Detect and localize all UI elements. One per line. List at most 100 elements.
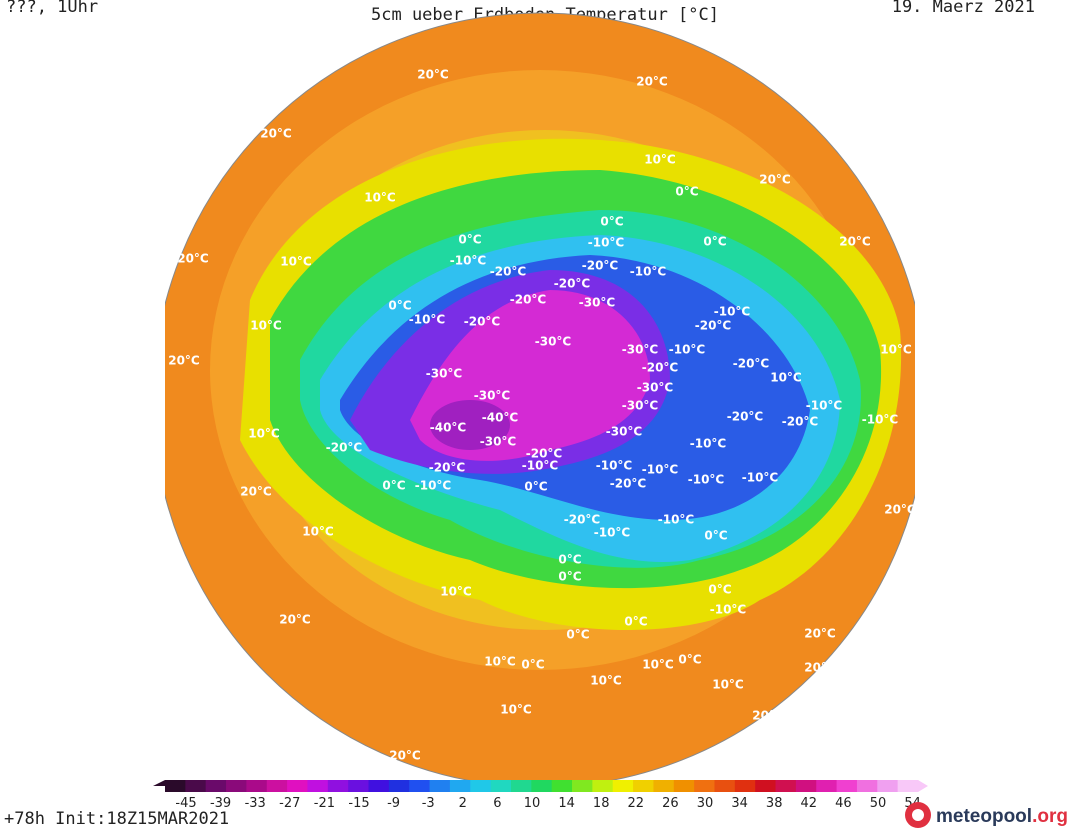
contour-label: 10°C [644,153,676,167]
contour-label: 20°C [389,749,421,763]
contour-label: -30°C [579,296,616,310]
contour-label: 20°C [240,485,272,499]
contour-label: 20°C [168,354,200,368]
colorbar-label: 34 [731,796,748,811]
colorbar-label: 18 [593,796,610,811]
colorbar-swatch [897,780,919,792]
colorbar-swatch [531,780,553,792]
contour-label: -30°C [535,335,572,349]
contour-label: -20°C [733,357,770,371]
colorbar-swatch [734,780,756,792]
logo: meteopool.org [936,806,1068,827]
contour-label: -10°C [642,463,679,477]
colorbar-swatch [368,780,390,792]
contour-label: 20°C [636,75,668,89]
colorbar-swatch [307,780,329,792]
contour-label: 0°C [703,235,726,249]
colorbar-label: -15 [348,796,369,811]
colorbar-swatch [775,780,797,792]
contour-label: -20°C [782,415,819,429]
colorbar-swatch [409,780,431,792]
colorbar-swatch [226,780,247,792]
contour-label: 10°C [642,658,674,672]
colorbar-swatch [449,780,471,792]
colorbar-swatch [429,780,451,792]
contour-label: -20°C [490,265,527,279]
contour-label: 10°C [880,343,912,357]
colorbar-swatch [694,780,715,792]
colorbar-label: -33 [245,796,266,811]
contour-label: 10°C [364,191,396,205]
contour-label: -20°C [526,447,563,461]
colorbar-swatch [755,780,777,792]
colorbar-swatch [592,780,614,792]
colorbar-swatch [816,780,838,792]
contour-label: -10°C [409,313,446,327]
contour-label: -10°C [690,437,727,451]
contour-label: 20°C [759,173,791,187]
colorbar-label: 2 [459,796,467,811]
colorbar-label: 30 [697,796,714,811]
colorbar-swatch [673,780,695,792]
contour-label: -10°C [658,513,695,527]
colorbar-label: 10 [524,796,541,811]
colorbar-label: 22 [628,796,645,811]
colorbar-label: 50 [870,796,887,811]
colorbar-label: 14 [558,796,575,811]
contour-label: 0°C [600,215,623,229]
colorbar-label: 38 [766,796,783,811]
contour-label: -10°C [806,399,843,413]
logo-tld: .org [1032,806,1068,827]
contour-label: 10°C [484,655,516,669]
contour-label: -10°C [862,413,899,427]
contour-label: -10°C [588,236,625,250]
colorbar-label: -27 [279,796,300,811]
contour-label: 0°C [558,570,581,584]
colorbar-label: -3 [422,796,435,811]
colorbar-swatch [653,780,675,792]
contour-label: -20°C [326,441,363,455]
contour-label: 0°C [388,299,411,313]
header-left: ???, 1Uhr [6,0,98,17]
contour-label: -10°C [415,479,452,493]
contour-label: 20°C [260,127,292,141]
contour-label: 0°C [558,553,581,567]
contour-label: 10°C [248,427,280,441]
contour-label: -20°C [642,361,679,375]
contour-label: -10°C [742,471,779,485]
contour-label: 0°C [704,529,727,543]
contour-label: 0°C [521,658,544,672]
contour-label: -30°C [480,435,517,449]
colorbar-arrow-left [153,780,165,786]
contour-label: -20°C [610,477,647,491]
contour-label: 20°C [279,613,311,627]
colorbar-label: -39 [210,796,231,811]
map: 20°C 20°C20°C10°C0°C10°C20°C0°C-10°C0°C 0°… [165,12,915,788]
colorbar-swatch [470,780,492,792]
contour-label: -10°C [669,343,706,357]
contour-label: -20°C [564,513,601,527]
contour-label: 20°C [804,627,836,641]
contour-label: -40°C [482,411,519,425]
contour-label: -30°C [606,425,643,439]
colorbar-label: 46 [835,796,852,811]
colorbar-swatch [612,780,634,792]
colorbar-label: 42 [801,796,818,811]
contour-label: -20°C [429,461,466,475]
contour-label: 0°C [624,615,647,629]
colorbar-swatch [551,780,573,792]
contour-label: 0°C [524,480,547,494]
contour-label: 10°C [590,674,622,688]
contour-label: -20°C [727,410,764,424]
colorbar-label: -9 [387,796,400,811]
contour-label: -30°C [622,399,659,413]
colorbar-swatch [388,780,410,792]
colorbar-swatch [348,780,370,792]
colorbar-swatch [205,780,227,792]
colorbar-swatch [327,780,349,792]
contour-label: 10°C [280,255,312,269]
contour-label: -10°C [594,526,631,540]
contour-label: -10°C [596,459,633,473]
contour-label: 10°C [302,525,334,539]
